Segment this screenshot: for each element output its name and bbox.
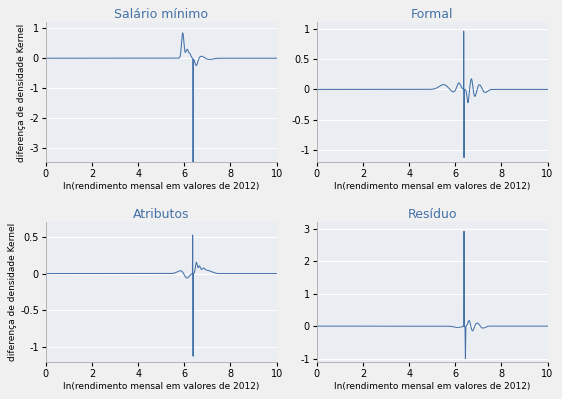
Title: Formal: Formal <box>411 8 454 21</box>
X-axis label: ln(rendimento mensal em valores de 2012): ln(rendimento mensal em valores de 2012) <box>334 382 531 391</box>
Title: Resíduo: Resíduo <box>407 208 457 221</box>
Title: Atributos: Atributos <box>133 208 189 221</box>
Title: Salário mínimo: Salário mínimo <box>114 8 209 21</box>
X-axis label: ln(rendimento mensal em valores de 2012): ln(rendimento mensal em valores de 2012) <box>63 182 260 191</box>
X-axis label: ln(rendimento mensal em valores de 2012): ln(rendimento mensal em valores de 2012) <box>334 182 531 191</box>
X-axis label: ln(rendimento mensal em valores de 2012): ln(rendimento mensal em valores de 2012) <box>63 382 260 391</box>
Y-axis label: diferença de densidade Kernel: diferença de densidade Kernel <box>17 24 26 162</box>
Y-axis label: diferença de densidade Kernel: diferença de densidade Kernel <box>8 223 17 361</box>
